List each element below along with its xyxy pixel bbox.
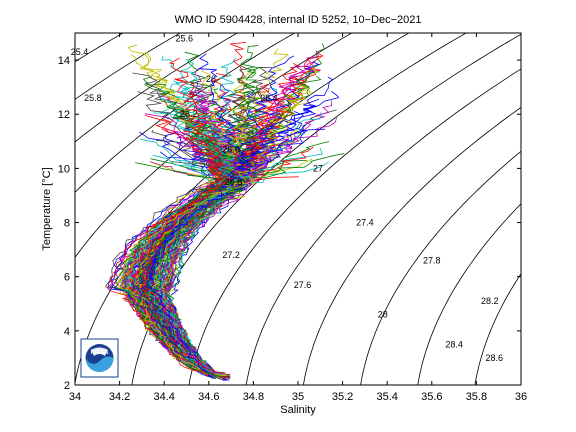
x-tick-label: 36 [515,391,527,403]
isopycnal-line [75,33,410,385]
isopycnal-line [474,273,521,385]
profile-line [107,78,227,377]
contour-label: 26.4 [260,93,278,103]
contour-label: 25.8 [84,93,102,103]
contour-labels: 25.4 25.6 25.8 26 26.2 26.4 26.6 26.8 27 27.2 27.4… [71,33,503,363]
noaa-logo-text: NOAA [91,350,109,356]
profile-line [131,93,244,378]
isopycnal-line [131,33,467,385]
isopycnal-line [302,106,521,385]
profile-line [137,53,251,377]
isopycnal-line [417,203,521,385]
profile-line [137,160,243,377]
noaa-logo-bird-icon [91,347,108,356]
isopycnal-line [188,33,521,385]
contour-label: 27.6 [294,280,312,290]
profile-lines [105,42,345,381]
contour-label: 25.6 [176,33,194,43]
isopycnal-line [360,150,521,385]
contour-label: 28 [378,310,388,320]
y-tick-label: 4 [64,326,70,338]
contour-label: 26.8 [225,177,243,187]
x-axis: 34 34.2 34.4 34.6 34.8 35 35.2 35.4 35.6 35.8 36 [69,33,527,403]
noaa-logo-wave-icon [85,356,114,372]
contour-label: 28.6 [485,353,503,363]
isopycnal-line [75,33,239,143]
profile-line [153,113,256,380]
contour-label: 28.2 [481,296,499,306]
y-tick-label: 2 [64,380,70,392]
x-tick-label: 35.6 [421,391,442,403]
contour-label: 25.4 [71,47,89,57]
x-tick-label: 35.2 [332,391,353,403]
chart-title: WMO ID 5904428, internal ID 5252, 10−Dec… [174,14,421,26]
y-tick-label: 10 [58,163,70,175]
isopycnal-line [75,33,296,193]
noaa-logo: NOAA [80,338,119,378]
profile-line [155,75,299,377]
x-tick-label: 35 [292,391,304,403]
y-axis: 2 4 6 8 10 12 14 [58,55,521,392]
x-axis-label: Salinity [280,404,316,416]
contour-label: 27 [313,163,323,173]
x-tick-label: 35.8 [466,391,487,403]
x-tick-label: 34.2 [109,391,130,403]
contour-label: 27.2 [222,250,240,260]
profile-line [117,48,289,376]
contour-label: 28.4 [445,339,463,349]
y-tick-label: 12 [58,109,70,121]
x-tick-label: 35.4 [376,391,397,403]
contour-label: 27.8 [423,255,441,265]
profile-line [158,84,250,374]
x-tick-label: 34 [69,391,81,403]
y-tick-label: 8 [64,218,70,230]
profile-line [125,170,281,377]
isopycnal-line [245,68,521,385]
y-axis-label: Temperature [°C] [41,167,53,250]
x-tick-label: 34.6 [198,391,219,403]
y-tick-label: 6 [64,272,70,284]
y-tick-label: 14 [58,55,70,67]
contour-label: 26.6 [222,144,240,154]
contour-label: 26.2 [180,109,198,119]
profile-line [131,86,312,376]
profile-line [113,162,234,379]
isopycnal-line [75,33,181,100]
x-tick-label: 34.4 [153,391,174,403]
profile-line [132,129,235,377]
contour-label: 26 [206,74,216,84]
x-tick-label: 34.8 [243,391,264,403]
contour-label: 27.4 [356,218,374,228]
